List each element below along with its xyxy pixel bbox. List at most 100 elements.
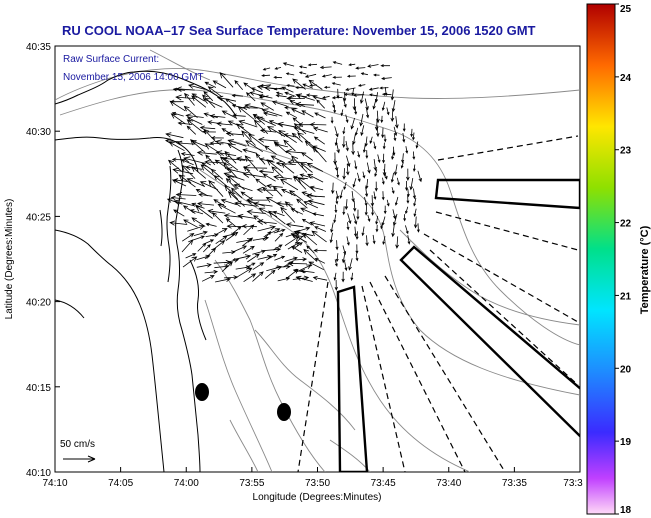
current-vector: [273, 174, 293, 181]
current-vector: [364, 98, 369, 111]
current-vector: [321, 95, 330, 99]
current-vector: [176, 140, 195, 146]
bathymetry-contours: [55, 49, 580, 472]
current-vector: [207, 208, 226, 215]
current-vector: [382, 142, 386, 150]
current-vector: [221, 128, 234, 136]
current-vector: [366, 162, 371, 174]
current-vector: [300, 162, 313, 173]
current-vector: [381, 191, 385, 201]
current-vector: [376, 125, 380, 138]
current-vector: [413, 197, 417, 207]
current-vector: [344, 199, 349, 210]
current-vector: [208, 180, 224, 197]
current-vector: [336, 170, 340, 179]
current-vector: [348, 63, 356, 67]
current-vector: [353, 226, 358, 238]
current-vector: [252, 236, 270, 241]
current-vector: [272, 210, 285, 217]
map-title: RU COOL NOAA–17 Sea Surface Temperature:…: [62, 23, 536, 38]
current-vector: [197, 242, 207, 252]
current-vector: [390, 109, 395, 123]
current-vector: [223, 172, 245, 181]
current-vector: [187, 224, 205, 232]
current-vector: [257, 225, 276, 232]
current-vector: [284, 105, 298, 110]
current-vector: [314, 226, 327, 232]
current-vector: [264, 269, 276, 279]
current-vector: [203, 244, 211, 253]
current-vector: [369, 93, 378, 97]
current-vector: [191, 95, 207, 108]
colorbar-label: Temperature (°C): [639, 225, 651, 314]
current-vector: [382, 236, 386, 246]
current-vector: [412, 132, 415, 141]
current-vector: [380, 115, 384, 124]
current-vector: [330, 116, 334, 124]
current-vector: [380, 64, 390, 68]
current-vector: [417, 170, 422, 183]
current-vector: [402, 132, 406, 143]
current-vector: [406, 194, 410, 204]
current-vector: [412, 188, 416, 200]
current-vector: [311, 230, 327, 243]
x-tick-labels: 74:10 74:05 74:00 73:55 73:50 73:45 73:40 73:35…: [42, 467, 583, 489]
current-vector: [409, 178, 414, 191]
current-vector: [259, 95, 269, 99]
current-vector: [413, 216, 418, 229]
current-vector: [393, 164, 398, 176]
current-vector: [342, 136, 346, 149]
current-vector: [287, 96, 295, 99]
current-vector: [297, 132, 313, 147]
current-vector: [345, 140, 349, 152]
current-vector: [359, 113, 364, 127]
colorbar-tick-label: 18: [620, 505, 632, 516]
current-vector: [237, 106, 255, 120]
current-vector: [291, 155, 308, 173]
current-vector: [213, 199, 227, 208]
current-vector: [391, 225, 395, 238]
current-vector: [342, 127, 346, 135]
current-vector: [246, 199, 266, 207]
current-vector: [405, 181, 409, 192]
current-vector: [245, 92, 256, 102]
current-vector: [307, 63, 318, 67]
x-tick-label: 73:50: [305, 478, 330, 489]
current-vector: [391, 187, 395, 194]
current-vector: [332, 75, 342, 79]
current-vector: [188, 83, 206, 90]
x-tick-label: 73:3: [563, 478, 583, 489]
current-vector: [203, 128, 217, 143]
current-vector: [345, 87, 356, 91]
current-vector: [313, 136, 326, 145]
current-vector: [331, 96, 343, 100]
colorbar-tick-label: 20: [620, 364, 632, 375]
current-vector: [340, 109, 344, 117]
current-vector: [346, 236, 350, 246]
current-vector: [296, 198, 308, 209]
current-vector: [362, 171, 366, 179]
current-vector: [233, 245, 248, 252]
current-vector: [407, 235, 411, 245]
current-vector: [359, 91, 364, 104]
colorbar: [586, 3, 616, 515]
current-vector: [186, 178, 206, 187]
current-vector: [367, 64, 379, 68]
y-tick-label: 40:30: [26, 127, 51, 138]
plot-frame: [54, 45, 581, 473]
x-axis-label: Longitude (Degrees:Minutes): [253, 492, 382, 503]
current-vector: [394, 196, 399, 206]
current-vector: [192, 235, 205, 241]
current-vector: [396, 177, 400, 186]
current-vector: [268, 210, 286, 225]
current-vector: [357, 151, 361, 158]
current-vector: [216, 121, 233, 127]
current-vector: [291, 246, 303, 253]
current-vector: [372, 98, 377, 110]
current-vector: [412, 151, 416, 160]
current-vector: [265, 253, 278, 261]
current-vector: [221, 110, 238, 119]
current-vector: [304, 140, 318, 153]
current-vector: [348, 258, 353, 271]
